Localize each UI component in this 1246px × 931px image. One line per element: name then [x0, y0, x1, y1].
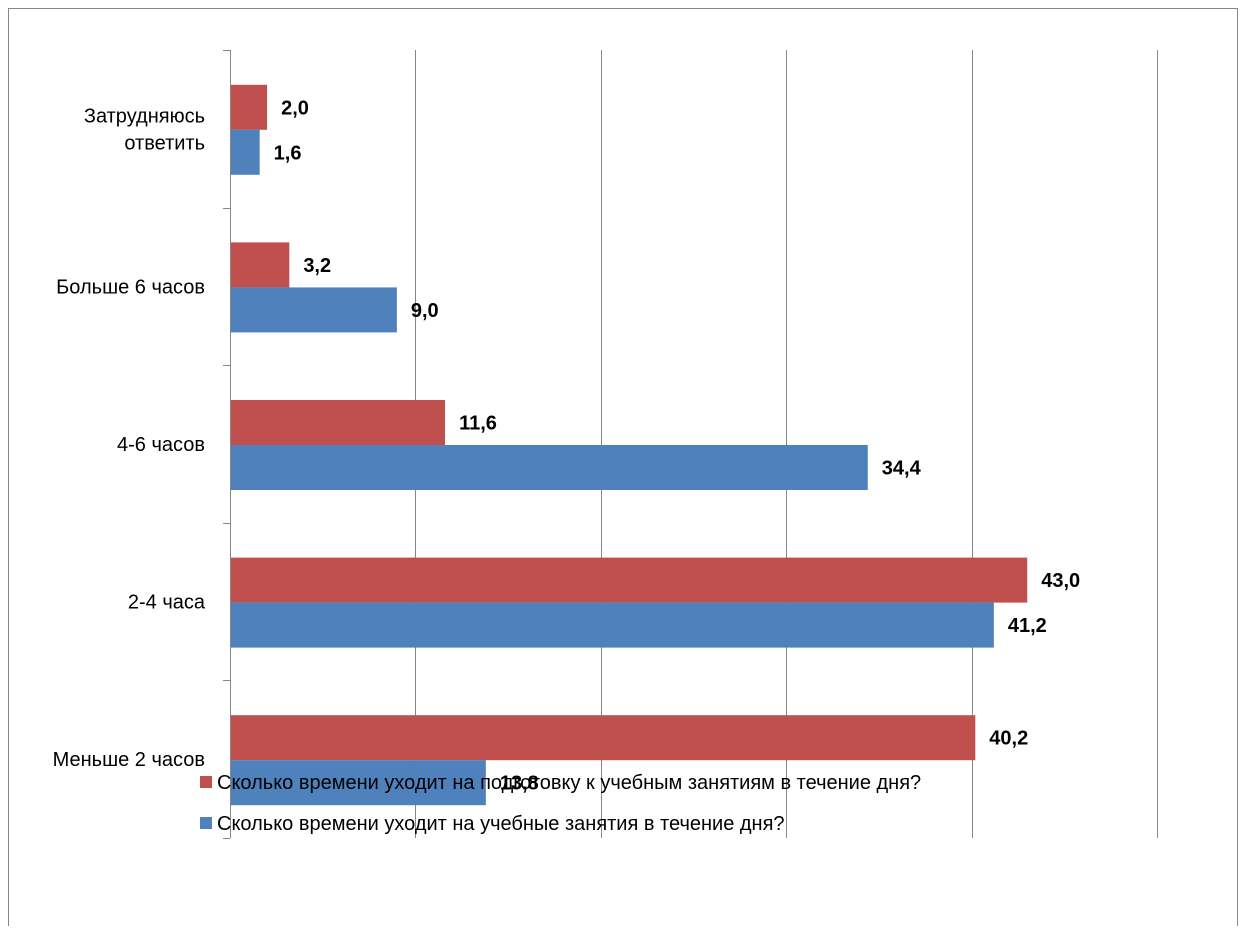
bar	[231, 242, 290, 288]
data-label: 41,2	[1008, 615, 1047, 637]
legend-entry: Сколько времени уходит на учебные заняти…	[217, 813, 785, 835]
bar	[231, 84, 268, 130]
data-label: 3,2	[303, 255, 331, 277]
category-label: 4-6 часов	[117, 434, 205, 456]
data-label: 11,6	[459, 413, 497, 435]
data-label: 1,6	[274, 142, 302, 164]
category-label: Больше 6 часов	[56, 276, 205, 298]
legend-marker	[200, 776, 212, 788]
bar	[231, 400, 446, 445]
legend-marker	[200, 817, 212, 829]
bar	[231, 129, 260, 175]
bar	[231, 557, 1028, 603]
bar	[231, 287, 397, 333]
category-label: Затрудняюсь ответить	[84, 105, 205, 154]
data-label: 40,2	[989, 728, 1028, 750]
data-label: 43,0	[1041, 570, 1080, 592]
legend-entry: Сколько времени уходит на подготовку к у…	[217, 772, 921, 794]
category-label: 2-4 часа	[128, 592, 206, 614]
bar	[231, 602, 994, 648]
bar	[231, 760, 486, 806]
chart-border	[8, 8, 1238, 926]
data-label: 9,0	[411, 300, 439, 322]
category-label: Меньше 2 часов	[53, 749, 205, 771]
bar	[231, 715, 976, 761]
data-label: 34,4	[882, 458, 922, 480]
data-label: 2,0	[281, 97, 309, 119]
bar	[231, 445, 868, 490]
data-label: 13,8	[500, 773, 539, 795]
